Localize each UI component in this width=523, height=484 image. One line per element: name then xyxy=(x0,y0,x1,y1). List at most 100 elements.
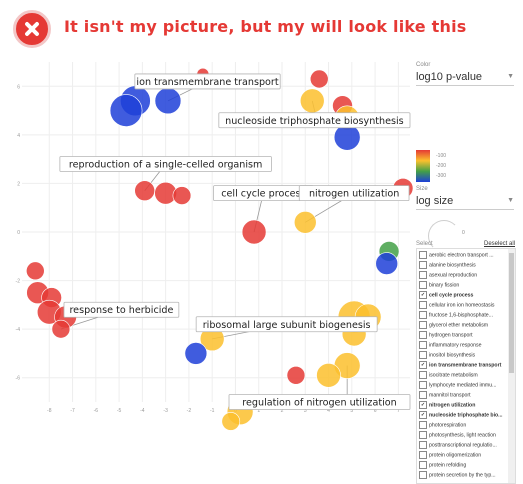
term-item[interactable]: lymphocyte mediated immu... xyxy=(419,381,505,391)
annotation-label: ribosomal large subunit biogenesis xyxy=(203,320,371,331)
term-item[interactable]: inflammatory response xyxy=(419,341,505,351)
term-item[interactable]: mannitol transport xyxy=(419,391,505,401)
checkbox-checked-icon[interactable]: ✓ xyxy=(419,411,427,419)
color-select[interactable]: log10 p-value ▼ xyxy=(416,71,514,86)
checkbox-icon[interactable] xyxy=(419,431,427,439)
checkbox-icon[interactable] xyxy=(419,311,427,319)
y-tick-label: 0 xyxy=(17,230,20,236)
term-item[interactable]: ✓ ion transmembrane transport xyxy=(419,361,505,371)
x-tick-label: 3 xyxy=(304,408,307,414)
term-label: mannitol transport xyxy=(429,392,471,399)
term-label: cellular iron ion homeostasis xyxy=(429,302,495,309)
term-item[interactable]: inositol biosynthesis xyxy=(419,351,505,361)
annotation-box xyxy=(134,73,281,90)
term-item[interactable]: aerobic electron transport ... xyxy=(419,251,505,261)
term-item[interactable]: glycerol ether metabolism xyxy=(419,321,505,331)
checkbox-icon[interactable] xyxy=(419,371,427,379)
x-tick-label: -6 xyxy=(94,408,99,414)
data-point xyxy=(154,87,182,115)
annotation-box xyxy=(195,316,378,333)
checkbox-icon[interactable] xyxy=(419,251,427,259)
checkbox-checked-icon[interactable]: ✓ xyxy=(419,361,427,369)
term-item[interactable]: protein oligomerization xyxy=(419,451,505,461)
term-label: aerobic electron transport ... xyxy=(429,252,494,259)
list-scrollbar[interactable] xyxy=(508,249,515,483)
checkbox-icon[interactable] xyxy=(419,391,427,399)
term-item[interactable]: ✓ nucleoside triphosphate bio... xyxy=(419,411,505,421)
term-label: protein oligomerization xyxy=(429,452,482,459)
term-label: ion transmembrane transport xyxy=(429,362,502,369)
term-item[interactable]: photosynthesis, light reaction xyxy=(419,431,505,441)
x-tick-label: 2 xyxy=(281,408,284,414)
scrollbar-thumb[interactable] xyxy=(509,253,514,373)
annotation-label: ion transmembrane transport xyxy=(136,77,278,88)
term-item[interactable]: alanine biosynthesis xyxy=(419,261,505,271)
color-legend-gradient xyxy=(416,150,430,182)
term-list[interactable]: aerobic electron transport ... alanine bi… xyxy=(416,248,516,484)
x-tick-label: 1 xyxy=(257,408,260,414)
term-item[interactable]: photorespiration xyxy=(419,421,505,431)
checkbox-icon[interactable] xyxy=(419,301,427,309)
data-point xyxy=(316,362,341,388)
data-point xyxy=(309,69,329,89)
size-select[interactable]: log size ▼ xyxy=(416,195,514,210)
checkbox-icon[interactable] xyxy=(419,461,427,469)
x-tick-label: 5 xyxy=(350,408,353,414)
checkbox-icon[interactable] xyxy=(419,351,427,359)
y-tick-label: -4 xyxy=(16,327,21,333)
checkbox-icon[interactable] xyxy=(419,451,427,459)
x-tick-label: -3 xyxy=(163,408,168,414)
term-item[interactable]: cellular iron ion homeostasis xyxy=(419,301,505,311)
x-tick-label: -8 xyxy=(47,408,52,414)
term-label: asexual reproduction xyxy=(429,272,478,279)
term-label: isocitrate metabolism xyxy=(429,372,478,379)
term-item[interactable]: hydrogen transport xyxy=(419,331,505,341)
term-label: glycerol ether metabolism xyxy=(429,322,489,329)
data-point xyxy=(172,186,192,205)
annotation-label: regulation of nitrogen utilization xyxy=(242,398,396,409)
term-item[interactable]: isocitrate metabolism xyxy=(419,371,505,381)
term-item[interactable]: protein secretion by the typ... xyxy=(419,471,505,481)
checkbox-icon[interactable] xyxy=(419,261,427,269)
color-legend-tick: -300 xyxy=(436,173,447,179)
banner-text: It isn't my picture, but my will look li… xyxy=(64,17,467,36)
chevron-down-icon: ▼ xyxy=(507,197,514,204)
annotation-box xyxy=(218,112,411,129)
term-label: inflammatory response xyxy=(429,342,482,349)
checkbox-icon[interactable] xyxy=(419,341,427,349)
checkbox-icon[interactable] xyxy=(419,381,427,389)
term-label: posttranscriptional regulatio... xyxy=(429,442,497,449)
x-tick-label: -4 xyxy=(140,408,145,414)
deselect-all-link[interactable]: Deselect all xyxy=(484,241,516,247)
checkbox-icon[interactable] xyxy=(419,331,427,339)
term-item[interactable]: fructose 1,6-bisphosphate... xyxy=(419,311,505,321)
term-label: fructose 1,6-bisphosphate... xyxy=(429,312,494,319)
color-legend-tick: -100 xyxy=(436,153,447,159)
data-point xyxy=(51,319,71,339)
annotation-label: nitrogen utilization xyxy=(309,189,399,200)
size-label: Size xyxy=(416,186,428,192)
y-tick-label: 6 xyxy=(17,84,20,90)
checkbox-icon[interactable] xyxy=(419,281,427,289)
term-item[interactable]: posttranscriptional regulatio... xyxy=(419,441,505,451)
checkbox-icon[interactable] xyxy=(419,271,427,279)
term-item[interactable]: asexual reproduction xyxy=(419,271,505,281)
term-item[interactable]: ✓ cell cycle process xyxy=(419,291,505,301)
checkbox-icon[interactable] xyxy=(419,321,427,329)
size-legend-arc xyxy=(428,220,460,252)
size-select-value: log size xyxy=(416,195,454,207)
checkbox-checked-icon[interactable]: ✓ xyxy=(419,291,427,299)
y-tick-label: 2 xyxy=(17,181,20,187)
data-point xyxy=(286,365,306,385)
annotation-box xyxy=(298,185,410,202)
term-label: photorespiration xyxy=(429,422,467,429)
term-label: hydrogen transport xyxy=(429,332,473,339)
checkbox-icon[interactable] xyxy=(419,441,427,449)
term-item[interactable]: ✓ nitrogen utilization xyxy=(419,401,505,411)
checkbox-icon[interactable] xyxy=(419,471,427,479)
color-legend-tick: -200 xyxy=(436,163,447,169)
checkbox-icon[interactable] xyxy=(419,421,427,429)
term-item[interactable]: protein refolding xyxy=(419,461,505,471)
term-item[interactable]: binary fission xyxy=(419,281,505,291)
checkbox-checked-icon[interactable]: ✓ xyxy=(419,401,427,409)
